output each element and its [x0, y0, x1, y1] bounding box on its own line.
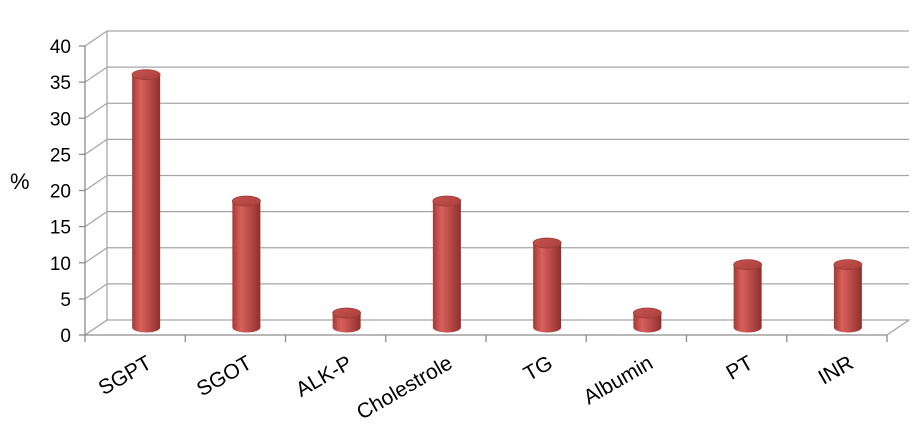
- gridline-side: [84, 102, 108, 119]
- y-tick-label: 20: [50, 182, 71, 203]
- x-category-label: PT: [722, 351, 757, 384]
- bar-body: [432, 201, 461, 333]
- x-category-label: TG: [520, 351, 557, 386]
- bar: [332, 307, 362, 333]
- y-tick-label: 10: [50, 254, 71, 275]
- y-tick-label: 25: [50, 145, 71, 166]
- bar: [432, 195, 462, 333]
- chart-floor: [83, 319, 911, 336]
- bar-body: [833, 264, 862, 333]
- y-tick-label: 0: [60, 326, 71, 347]
- bars: [131, 69, 863, 333]
- y-tick-label: 40: [50, 37, 71, 58]
- gridlines: [83, 30, 911, 336]
- bar: [632, 307, 662, 333]
- gridline-side: [84, 283, 108, 300]
- bar: [131, 69, 161, 333]
- x-category-label: Albumin: [580, 351, 657, 409]
- bar-cap: [632, 307, 662, 319]
- bar-cap: [432, 195, 462, 207]
- gridline-side: [84, 66, 108, 83]
- bar-cap: [833, 259, 863, 271]
- y-tick-label: 35: [50, 73, 71, 94]
- bar-body: [332, 313, 361, 333]
- x-category-label: ALK-P: [292, 351, 356, 401]
- bar-cap: [231, 195, 261, 207]
- bar: [532, 237, 562, 333]
- bar-body: [733, 264, 762, 333]
- bar-cap: [532, 237, 562, 249]
- bar: [733, 259, 763, 333]
- bar-body: [633, 313, 662, 333]
- bar-cap: [332, 307, 362, 319]
- gridline-side: [84, 319, 108, 336]
- x-category-label: INR: [815, 351, 858, 389]
- x-category-label: SGPT: [95, 351, 156, 400]
- y-tick-label: 30: [50, 109, 71, 130]
- gridline-side: [84, 211, 108, 228]
- y-tick-label: 5: [60, 290, 71, 311]
- x-category-label: Cholestrole: [353, 351, 457, 424]
- gridline-side: [84, 30, 108, 47]
- bar-cap: [733, 259, 763, 271]
- axes: [79, 31, 910, 342]
- bar: [231, 195, 261, 333]
- y-axis-title: %: [10, 169, 30, 194]
- bar-body: [232, 201, 261, 333]
- bar-cap: [131, 69, 161, 81]
- gridline-side: [84, 174, 108, 192]
- y-tick-labels: 0 5 10 15 20 25 30 35 40: [50, 37, 71, 347]
- gridline-side: [84, 247, 108, 264]
- bar-body: [533, 242, 562, 333]
- floor-right-edge: [886, 319, 910, 336]
- x-category-label: SGOT: [193, 351, 256, 401]
- bar: [833, 259, 863, 333]
- y-tick-label: 15: [50, 218, 71, 239]
- gridline-side: [84, 138, 108, 155]
- bar-body: [132, 74, 161, 333]
